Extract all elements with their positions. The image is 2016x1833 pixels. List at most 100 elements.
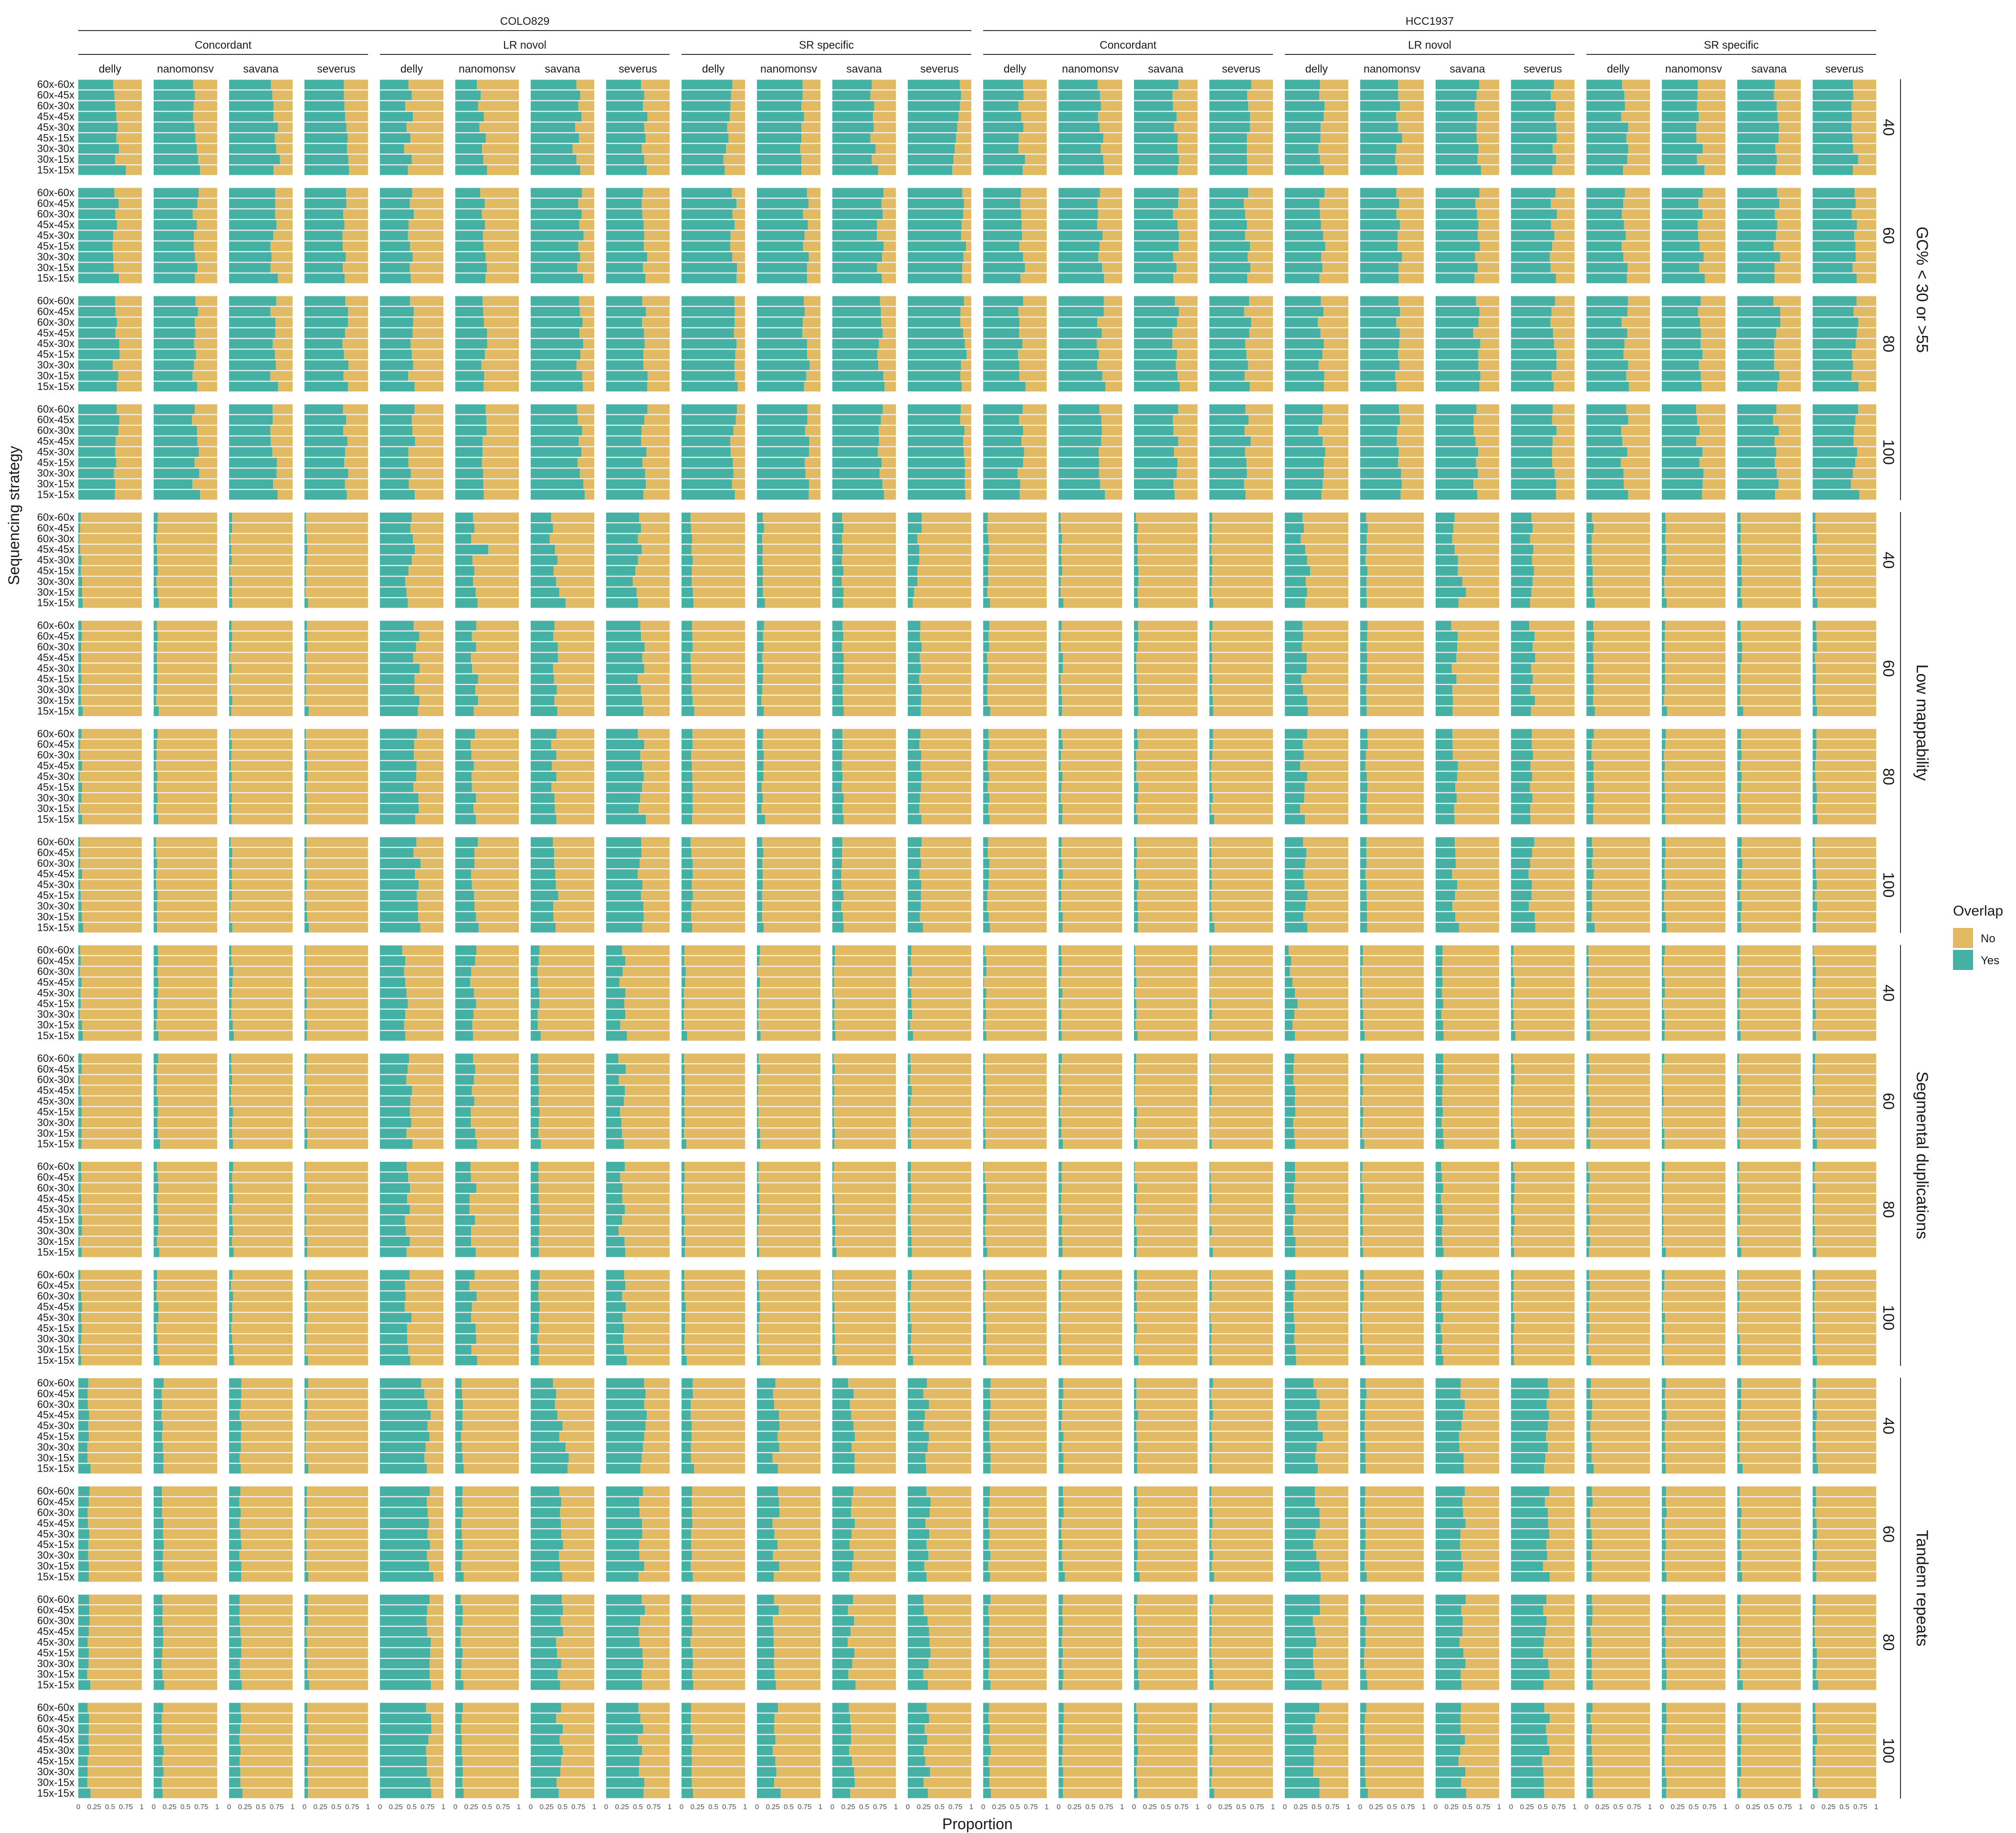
bar-yes — [380, 349, 412, 359]
bar-yes — [78, 122, 118, 132]
bar-no — [854, 1648, 896, 1658]
bar-yes — [682, 1281, 685, 1291]
bar-no — [730, 231, 745, 241]
bar-yes — [1134, 154, 1179, 165]
bar-no — [461, 1594, 519, 1604]
bar-yes — [832, 1075, 834, 1085]
bar-yes — [78, 1788, 91, 1798]
bar-no — [684, 1096, 745, 1106]
bar-no — [991, 1788, 1047, 1798]
panel-colo829-lr-novol-delly-low-mappability-40 — [380, 512, 443, 609]
bar-yes — [455, 415, 486, 425]
bar-yes — [832, 90, 871, 100]
bar-no — [957, 122, 971, 132]
bar-yes — [229, 1172, 232, 1182]
bar-yes — [1059, 1128, 1061, 1138]
bar-yes — [531, 1226, 539, 1236]
bar-no — [986, 1085, 1047, 1096]
bar-no — [1137, 1031, 1197, 1041]
bar-no — [90, 1464, 142, 1474]
bar-yes — [154, 306, 198, 317]
bar-yes — [682, 296, 735, 306]
bar-no — [1137, 1724, 1197, 1734]
bar-yes — [455, 426, 487, 436]
bar-yes — [1134, 1378, 1136, 1388]
bar-no — [1063, 598, 1122, 608]
bar-no — [1178, 188, 1197, 198]
caller-strip-severus: severus — [920, 63, 959, 75]
bar-no — [1247, 220, 1273, 230]
bar-no — [760, 1139, 820, 1149]
bar-yes — [380, 1183, 410, 1193]
bar-yes — [983, 349, 1018, 359]
bar-no — [195, 296, 217, 306]
panel-colo829-lr-novol-delly-gc-30-or-55-80 — [380, 295, 443, 392]
bar-yes — [832, 306, 881, 317]
bar-no — [692, 621, 745, 631]
bar-yes — [757, 199, 809, 209]
bar-yes — [757, 1281, 759, 1291]
bar-yes — [78, 404, 117, 414]
bar-no — [471, 739, 519, 749]
bar-yes — [757, 274, 807, 284]
bar-yes — [983, 598, 990, 608]
bar-yes — [531, 1669, 558, 1679]
bar-yes — [154, 793, 158, 803]
bar-yes — [380, 674, 415, 684]
bar-no — [687, 1355, 745, 1366]
bar-no — [644, 1778, 670, 1788]
bar-yes — [78, 1053, 82, 1064]
bar-no — [1019, 415, 1047, 425]
bar-no — [777, 1486, 820, 1496]
bar-yes — [1059, 1724, 1063, 1734]
bar-no — [126, 165, 142, 175]
bar-no — [1137, 1550, 1197, 1560]
bar-yes — [606, 566, 636, 576]
bar-no — [988, 880, 1047, 890]
bar-yes — [1134, 804, 1136, 814]
bar-yes — [304, 1561, 307, 1571]
bar-no — [115, 154, 142, 165]
bar-no — [410, 1236, 443, 1247]
bar-yes — [154, 154, 199, 165]
bar-no — [81, 1096, 142, 1106]
bar-no — [231, 880, 293, 890]
bar-yes — [380, 1432, 430, 1442]
bar-yes — [908, 1236, 912, 1247]
bar-yes — [1059, 890, 1061, 901]
bar-yes — [380, 1345, 408, 1355]
bar-yes — [757, 154, 802, 165]
bar-yes — [1059, 1432, 1064, 1442]
bar-no — [462, 1713, 519, 1724]
bar-no — [561, 1497, 594, 1507]
bar-yes — [606, 512, 640, 523]
bar-no — [539, 945, 594, 955]
bar-no — [538, 977, 594, 988]
bar-yes — [757, 1756, 776, 1766]
bar-yes — [1209, 674, 1213, 684]
bar-no — [474, 566, 519, 576]
bar-yes — [229, 814, 232, 824]
panel-hcc1937-concordant-severus-gc-30-or-55-60 — [1209, 187, 1273, 284]
bar-yes — [455, 1464, 464, 1474]
bar-no — [910, 1107, 971, 1117]
bar-no — [1061, 545, 1122, 555]
bar-no — [619, 1075, 670, 1085]
bar-no — [834, 1194, 896, 1204]
bar-no — [306, 1421, 368, 1431]
bar-no — [639, 1756, 670, 1766]
bar-no — [1023, 458, 1047, 468]
bar-no — [763, 761, 820, 771]
bar-no — [641, 426, 670, 436]
bar-no — [162, 1605, 217, 1615]
bar-no — [276, 468, 293, 478]
bar-yes — [78, 1561, 89, 1571]
bar-no — [985, 1302, 1047, 1312]
bar-yes — [908, 858, 921, 868]
bar-no — [842, 837, 896, 847]
bar-no — [306, 1270, 368, 1280]
bar-yes — [78, 1247, 82, 1257]
bar-yes — [455, 1518, 462, 1528]
bar-no — [342, 231, 368, 241]
bar-no — [274, 349, 293, 359]
